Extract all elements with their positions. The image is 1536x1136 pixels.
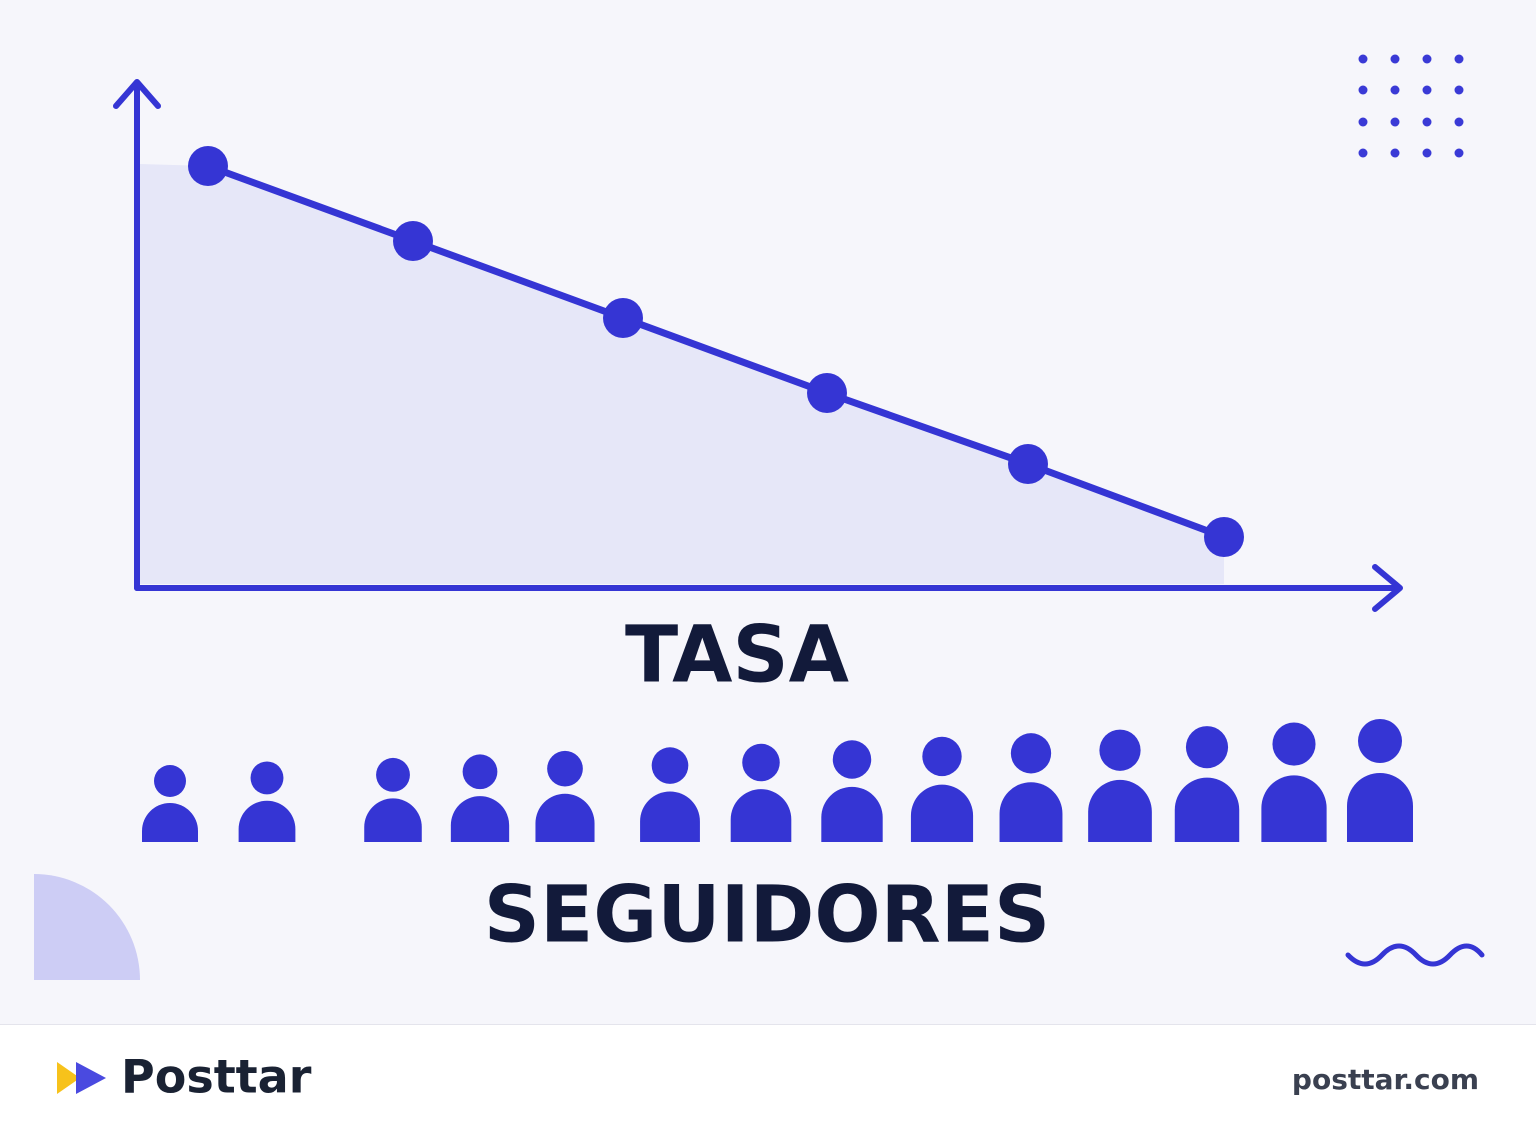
person-head bbox=[651, 747, 689, 784]
bottom-label: SEGUIDORES bbox=[484, 870, 1050, 960]
person-head bbox=[1358, 719, 1402, 763]
person-head bbox=[1010, 733, 1052, 774]
person-head bbox=[462, 754, 498, 790]
person-head bbox=[376, 757, 410, 792]
person-body bbox=[450, 796, 510, 842]
person-head bbox=[1099, 729, 1141, 771]
person-head bbox=[832, 740, 872, 779]
area-fill bbox=[140, 164, 1224, 584]
trend-line bbox=[206, 162, 1226, 541]
person-body bbox=[1174, 777, 1240, 842]
person-body bbox=[142, 803, 198, 842]
brand-url: posttar.com bbox=[1292, 1063, 1479, 1096]
trend-points bbox=[188, 146, 1244, 557]
person-head bbox=[742, 743, 780, 782]
person-body bbox=[1088, 779, 1152, 842]
person-body bbox=[910, 784, 974, 842]
person-head bbox=[154, 765, 186, 797]
top-label: TASA bbox=[625, 610, 849, 700]
person-body bbox=[364, 798, 422, 842]
footer-background bbox=[0, 1024, 1536, 1136]
person-body bbox=[238, 800, 296, 842]
logo-icon bbox=[57, 1062, 106, 1094]
people-row bbox=[142, 719, 1413, 842]
person-body bbox=[1347, 773, 1413, 842]
dot-grid bbox=[1358, 54, 1464, 158]
person-head bbox=[1185, 726, 1229, 769]
person-body bbox=[730, 789, 792, 842]
corner-shape bbox=[34, 874, 140, 980]
person-head bbox=[1272, 722, 1316, 766]
person-body bbox=[535, 793, 595, 842]
person-body bbox=[1261, 775, 1327, 842]
wave bbox=[1345, 943, 1485, 967]
axes bbox=[113, 79, 1403, 612]
person-head bbox=[547, 750, 583, 787]
person-head bbox=[922, 736, 962, 777]
person-body bbox=[640, 791, 700, 842]
brand-name: Posttar bbox=[121, 1050, 312, 1104]
person-body bbox=[821, 786, 883, 842]
person-body bbox=[999, 782, 1063, 842]
person-head bbox=[250, 761, 284, 795]
